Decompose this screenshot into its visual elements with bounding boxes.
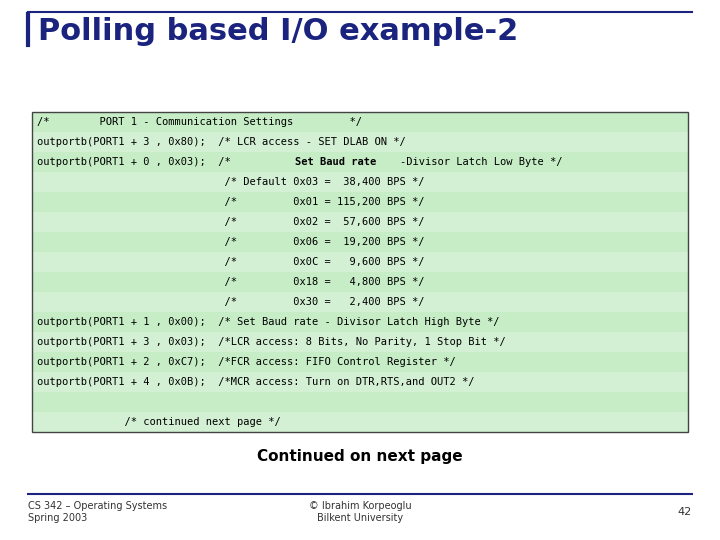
Bar: [32, 292, 688, 312]
Bar: [32, 272, 688, 292]
Text: /* continued next page */: /* continued next page */: [37, 417, 281, 427]
Text: /*         0x18 =   4,800 BPS */: /* 0x18 = 4,800 BPS */: [37, 278, 425, 287]
Bar: [32, 332, 688, 352]
Text: outportb(PORT1 + 1 , 0x00);  /* Set Baud rate - Divisor Latch High Byte */: outportb(PORT1 + 1 , 0x00); /* Set Baud …: [37, 318, 500, 327]
Bar: [32, 312, 688, 332]
Text: outportb(PORT1 + 2 , 0xC7);  /*FCR access: FIFO Control Register */: outportb(PORT1 + 2 , 0xC7); /*FCR access…: [37, 357, 456, 367]
Text: Polling based I/O example-2: Polling based I/O example-2: [38, 17, 518, 46]
Bar: [32, 192, 688, 212]
Text: -Divisor Latch Low Byte */: -Divisor Latch Low Byte */: [400, 157, 562, 167]
Bar: [32, 132, 688, 152]
Text: /* Default 0x03 =  38,400 BPS */: /* Default 0x03 = 38,400 BPS */: [37, 178, 425, 187]
Text: /*         0x30 =   2,400 BPS */: /* 0x30 = 2,400 BPS */: [37, 298, 425, 307]
Text: /*         0x06 =  19,200 BPS */: /* 0x06 = 19,200 BPS */: [37, 238, 425, 247]
Bar: [32, 372, 688, 392]
Bar: [32, 112, 688, 132]
Bar: [32, 352, 688, 372]
Bar: [32, 212, 688, 232]
Text: outportb(PORT1 + 4 , 0x0B);  /*MCR access: Turn on DTR,RTS,and OUT2 */: outportb(PORT1 + 4 , 0x0B); /*MCR access…: [37, 377, 474, 387]
Bar: [32, 152, 688, 172]
Text: Bilkent University: Bilkent University: [317, 513, 403, 523]
Text: CS 342 – Operating Systems: CS 342 – Operating Systems: [28, 501, 167, 511]
Bar: [32, 412, 688, 432]
Bar: [32, 172, 688, 192]
Text: outportb(PORT1 + 0 , 0x03);  /*: outportb(PORT1 + 0 , 0x03); /*: [37, 157, 237, 167]
Text: Continued on next page: Continued on next page: [257, 449, 463, 463]
Text: 42: 42: [678, 507, 692, 517]
Text: © Ibrahim Korpeoglu: © Ibrahim Korpeoglu: [309, 501, 411, 511]
Bar: [32, 232, 688, 252]
Text: /*         0x0C =   9,600 BPS */: /* 0x0C = 9,600 BPS */: [37, 258, 425, 267]
Bar: [32, 392, 688, 412]
Text: outportb(PORT1 + 3 , 0x03);  /*LCR access: 8 Bits, No Parity, 1 Stop Bit */: outportb(PORT1 + 3 , 0x03); /*LCR access…: [37, 338, 505, 347]
Text: Set Baud rate: Set Baud rate: [295, 157, 377, 167]
Text: /*         0x02 =  57,600 BPS */: /* 0x02 = 57,600 BPS */: [37, 218, 425, 227]
Text: /*         0x01 = 115,200 BPS */: /* 0x01 = 115,200 BPS */: [37, 198, 425, 207]
Text: Spring 2003: Spring 2003: [28, 513, 87, 523]
Text: /*        PORT 1 - Communication Settings         */: /* PORT 1 - Communication Settings */: [37, 117, 362, 127]
Bar: [32, 252, 688, 272]
Text: outportb(PORT1 + 3 , 0x80);  /* LCR access - SET DLAB ON */: outportb(PORT1 + 3 , 0x80); /* LCR acces…: [37, 137, 406, 147]
Bar: [32, 112, 688, 432]
